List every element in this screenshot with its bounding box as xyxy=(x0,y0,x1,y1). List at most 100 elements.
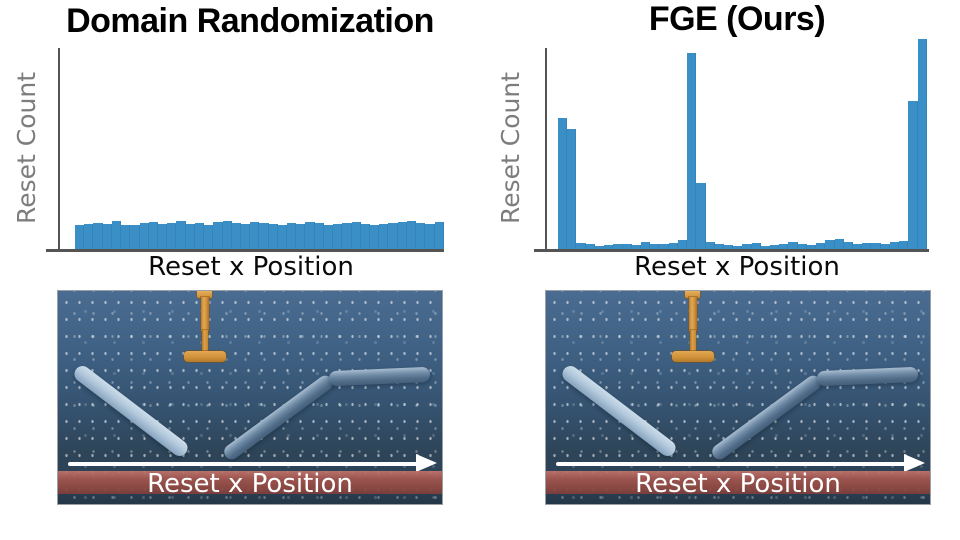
histogram-bar xyxy=(733,246,743,250)
x-position-arrow-head-icon xyxy=(416,454,437,472)
histogram-bar xyxy=(696,183,706,250)
bent-rod-lower-icon xyxy=(221,372,336,463)
histogram-bar xyxy=(862,242,872,250)
histogram-bar xyxy=(397,222,407,250)
histogram-bar xyxy=(640,241,651,250)
histogram-bar xyxy=(93,222,103,250)
bent-rod-lower-icon xyxy=(709,372,824,463)
histogram-bar xyxy=(788,241,798,250)
histogram-bar xyxy=(677,239,688,250)
histogram-bar xyxy=(342,222,352,250)
x-position-arrow-head-icon xyxy=(904,454,925,472)
histogram-bar xyxy=(268,224,278,250)
histogram-bar xyxy=(889,241,900,250)
y-axis-label: Reset Count xyxy=(12,71,41,225)
chart-title-domain-randomization: Domain Randomization xyxy=(66,2,434,40)
bent-rod-upper-icon xyxy=(816,366,919,387)
histogram-bar xyxy=(157,224,168,250)
plot-area-left xyxy=(58,48,444,250)
histogram-bars-left xyxy=(75,48,444,250)
histogram-bar xyxy=(751,242,761,250)
histogram-bar xyxy=(240,224,251,250)
histogram-bar xyxy=(388,223,398,250)
histogram-bar xyxy=(687,53,697,250)
histogram-bar xyxy=(333,223,343,250)
histogram-bar xyxy=(84,223,94,250)
x-axis-line xyxy=(534,249,929,252)
histogram-bar xyxy=(204,225,214,250)
histogram-bar xyxy=(213,222,223,250)
histogram-bar xyxy=(760,246,771,250)
reset-position-strip xyxy=(546,471,930,494)
histogram-bar xyxy=(797,243,807,250)
histogram-bar xyxy=(816,242,826,250)
histogram-bar xyxy=(567,128,577,250)
x-position-arrow-line xyxy=(68,462,420,466)
peg-crossbar-icon xyxy=(184,351,226,362)
histogram-bar xyxy=(167,222,177,250)
histogram-bar xyxy=(379,224,389,250)
sim-axis-label: Reset x Position xyxy=(635,468,841,499)
peg-rod-thin-icon xyxy=(690,330,696,352)
histogram-bar xyxy=(102,224,112,250)
histogram-bar xyxy=(806,244,817,250)
reset-position-strip xyxy=(58,471,442,494)
histogram-bar xyxy=(576,242,586,250)
histogram-bar xyxy=(908,100,918,250)
histogram-bar xyxy=(360,224,370,250)
histogram-bar xyxy=(130,225,140,250)
histogram-bar xyxy=(185,223,195,250)
histogram-bar xyxy=(277,225,288,250)
histogram-bar xyxy=(834,238,844,250)
histogram-bar xyxy=(714,243,724,250)
histogram-bar xyxy=(613,243,623,250)
histogram-bar xyxy=(853,243,863,250)
histogram-bar xyxy=(585,244,595,250)
histogram-bar xyxy=(121,224,131,250)
peg-rod-icon xyxy=(201,297,209,331)
histogram-bar xyxy=(370,225,380,250)
histogram-bar xyxy=(176,221,186,250)
histogram-bar xyxy=(434,221,444,250)
histogram-bar xyxy=(148,222,158,250)
histogram-bar xyxy=(631,244,641,250)
histogram-bar xyxy=(351,221,361,250)
sim-panel-left: Reset x Position xyxy=(57,290,443,505)
peg-rod-icon xyxy=(689,297,697,331)
sim-panel-right: Reset x Position xyxy=(545,290,931,505)
histogram-bar xyxy=(917,38,927,250)
histogram-bar xyxy=(75,224,85,250)
peg-crossbar-icon xyxy=(672,351,714,362)
histogram-bar xyxy=(668,242,678,250)
histogram-bar xyxy=(323,225,334,250)
histogram-bar xyxy=(742,243,752,250)
histogram-bar xyxy=(416,223,426,250)
x-position-arrow-line xyxy=(556,462,908,466)
histogram-bar xyxy=(194,222,205,250)
histogram-bar xyxy=(871,242,881,250)
histogram-bar xyxy=(558,117,568,250)
histogram-bar xyxy=(425,224,435,250)
histogram-bar xyxy=(659,244,669,250)
histogram-bar xyxy=(770,244,780,250)
histogram-bar xyxy=(843,241,853,250)
histogram-bar xyxy=(111,221,122,250)
peg-rod-thin-icon xyxy=(202,330,208,352)
histogram-bar xyxy=(231,223,241,250)
y-axis-label: Reset Count xyxy=(496,71,525,225)
histogram-bar xyxy=(705,241,715,250)
histogram-bar xyxy=(259,223,269,250)
histogram-bar xyxy=(604,244,614,250)
x-axis-line xyxy=(46,249,444,252)
x-axis-label: Reset x Position xyxy=(634,252,840,282)
tilted-rod-icon xyxy=(559,362,679,460)
bent-rod-upper-icon xyxy=(328,366,431,387)
histogram-bar xyxy=(250,222,260,250)
histogram-bar xyxy=(305,222,315,250)
histogram-bar xyxy=(880,243,890,250)
histogram-bar xyxy=(779,243,789,250)
histogram-bar xyxy=(825,239,835,250)
histogram-bar xyxy=(594,246,605,250)
peg-cap-icon xyxy=(197,291,212,298)
